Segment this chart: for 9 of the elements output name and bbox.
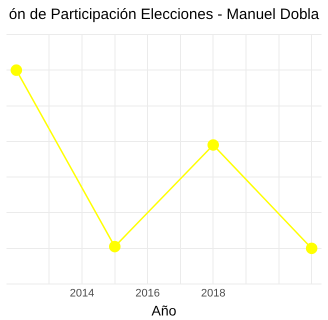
- x-tick-label: 2014: [70, 288, 94, 300]
- chart-title: ón de Participación Elecciones - Manuel Dobla: [8, 5, 320, 25]
- point: [207, 139, 219, 151]
- x-axis-title: Año: [152, 302, 177, 318]
- x-tick-label: 2016: [135, 288, 160, 300]
- point: [306, 242, 318, 254]
- x-tick-label: 2018: [200, 288, 226, 300]
- point: [109, 240, 121, 252]
- point: [10, 64, 22, 76]
